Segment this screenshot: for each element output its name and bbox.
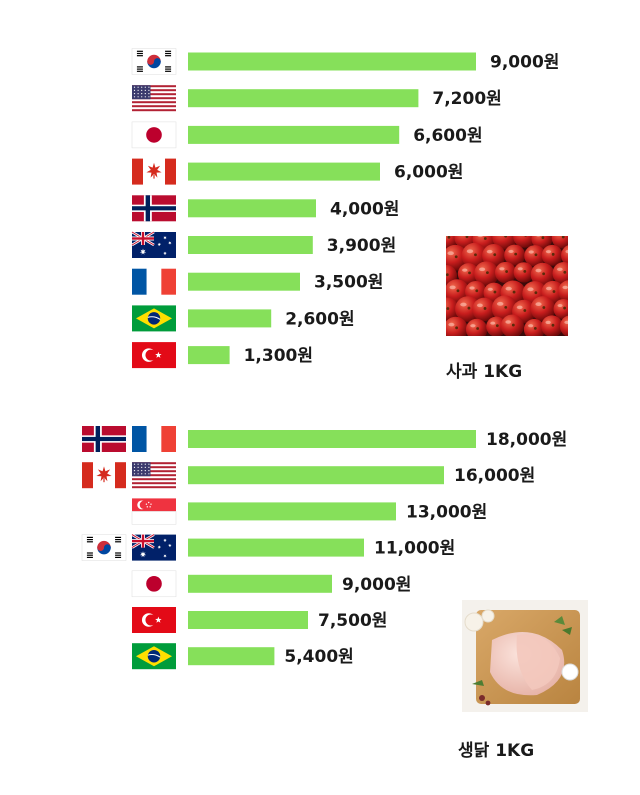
flag-canada xyxy=(132,158,176,185)
flag-singapore xyxy=(131,498,177,525)
data-label-0-3: 6,000원 xyxy=(394,163,463,183)
data-label-1-2: 13,000원 xyxy=(406,502,487,522)
data-label-0-8: 1,300원 xyxy=(244,346,313,366)
bar-0-0 xyxy=(188,52,476,71)
chart-title-1: 생닭 1KG xyxy=(458,741,534,761)
bar-1-6 xyxy=(188,647,275,666)
bar-0-3 xyxy=(188,162,380,181)
data-label-0-1: 7,200원 xyxy=(432,89,501,109)
flag-japan xyxy=(131,121,177,149)
flag-canada xyxy=(82,462,126,489)
bar-1-3 xyxy=(188,538,364,557)
flag-brazil xyxy=(132,643,176,670)
flag-korea xyxy=(81,534,127,561)
data-label-1-1: 16,000원 xyxy=(454,466,535,486)
data-label-0-5: 3,900원 xyxy=(327,236,396,256)
apples-photo xyxy=(446,236,568,336)
bar-1-4 xyxy=(188,574,332,593)
bar-0-7 xyxy=(188,309,272,328)
data-label-0-4: 4,000원 xyxy=(330,199,399,219)
flag-turkey xyxy=(132,342,176,369)
data-label-1-0: 18,000원 xyxy=(486,430,567,450)
data-label-1-6: 5,400원 xyxy=(284,647,353,667)
bar-0-2 xyxy=(188,125,400,144)
data-label-0-6: 3,500원 xyxy=(314,273,383,293)
data-label-0-2: 6,600원 xyxy=(413,126,482,146)
flag-france xyxy=(132,268,176,295)
bar-1-2 xyxy=(188,502,396,521)
flag-usa xyxy=(132,85,176,112)
bar-0-5 xyxy=(188,236,313,254)
flag-usa xyxy=(132,462,176,489)
flag-brazil xyxy=(132,305,176,332)
bar-1-1 xyxy=(188,466,444,485)
bar-0-4 xyxy=(188,199,316,218)
bar-1-5 xyxy=(188,611,308,629)
chart-title-0: 사과 1KG xyxy=(446,362,522,382)
flag-france xyxy=(132,426,176,452)
data-label-0-7: 2,600원 xyxy=(285,309,354,329)
data-label-0-0: 9,000원 xyxy=(490,53,559,73)
flag-japan xyxy=(131,570,177,598)
bar-0-1 xyxy=(188,89,419,108)
bar-1-0 xyxy=(188,430,476,448)
flag-australia xyxy=(131,533,176,561)
flag-norway xyxy=(82,426,126,452)
flag-korea xyxy=(131,48,177,75)
flag-australia xyxy=(131,230,176,258)
bar-0-6 xyxy=(188,272,300,291)
data-label-1-5: 7,500원 xyxy=(318,611,387,631)
bar-0-8 xyxy=(188,346,230,365)
data-label-1-3: 11,000원 xyxy=(374,539,455,559)
data-label-1-4: 9,000원 xyxy=(342,575,411,595)
flag-turkey xyxy=(132,607,176,633)
raw-chicken-photo xyxy=(462,600,588,712)
flag-norway xyxy=(132,195,176,222)
